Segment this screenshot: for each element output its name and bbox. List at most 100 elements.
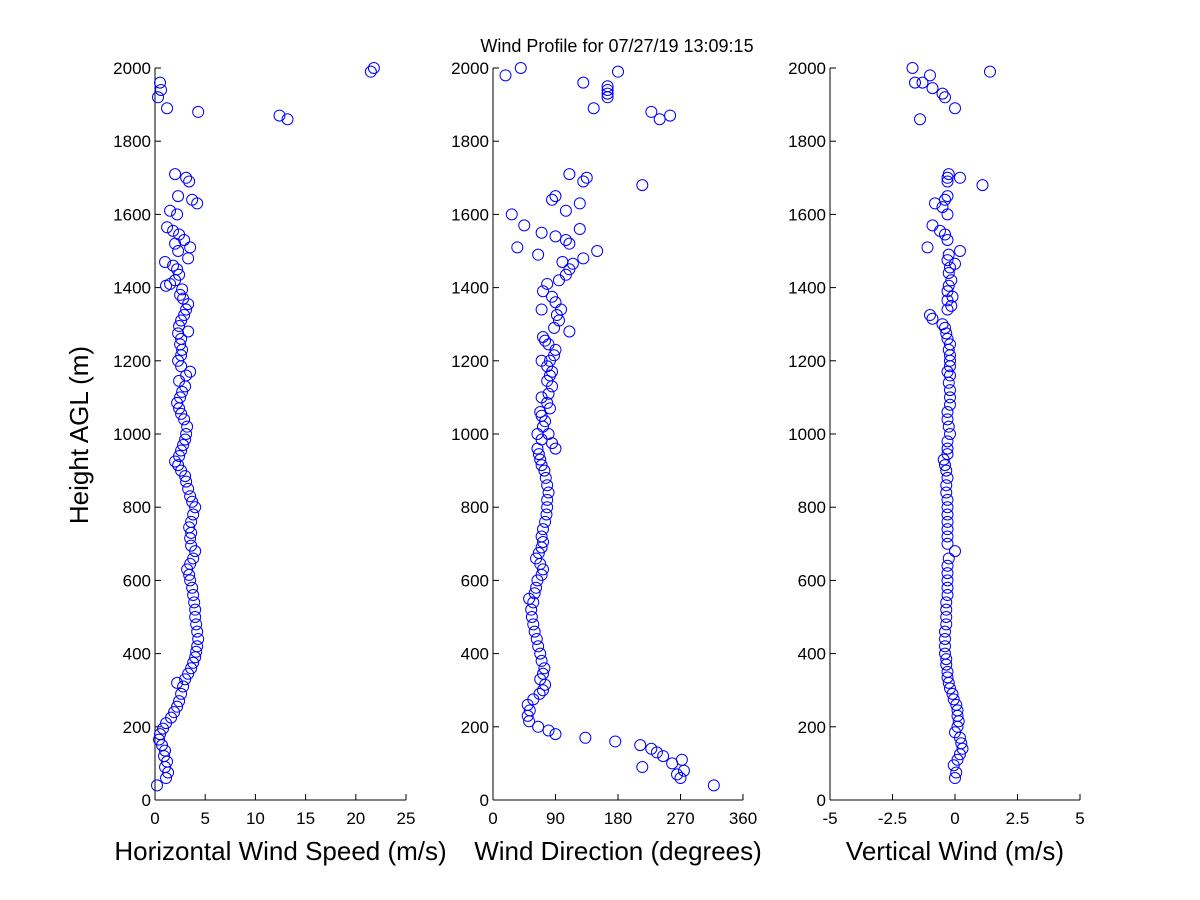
horizontal-wind-speed-data-point bbox=[179, 433, 192, 446]
wind-direction-data-point bbox=[530, 552, 543, 565]
wind-direction-data-point bbox=[634, 739, 647, 752]
vertical-wind-data-point bbox=[941, 501, 954, 514]
vertical-wind-y-tick-label: 400 bbox=[798, 645, 826, 664]
wind-direction-points bbox=[499, 62, 720, 792]
horizontal-wind-speed-y-tick-label: 200 bbox=[123, 718, 151, 737]
vertical-wind-data-point bbox=[940, 596, 953, 609]
horizontal-wind-speed-data-point bbox=[192, 105, 205, 118]
wind-direction-data-point bbox=[537, 667, 549, 680]
wind-direction-data-point bbox=[549, 230, 562, 243]
vertical-wind-panel: 0 200 400 600 800 1000 1200 1400 1600 1800 2000 -5 -… bbox=[788, 59, 1085, 866]
vertical-wind-data-point bbox=[951, 753, 964, 766]
horizontal-wind-speed-data-point bbox=[281, 113, 294, 126]
horizontal-wind-speed-data-point bbox=[174, 391, 187, 404]
horizontal-wind-speed-y-tick-label: 1800 bbox=[113, 132, 151, 151]
horizontal-wind-speed-data-point bbox=[182, 667, 195, 680]
wind-direction-data-point bbox=[527, 618, 540, 631]
wind-direction-x-tick-label: 90 bbox=[546, 809, 565, 828]
vertical-wind-data-point bbox=[941, 671, 954, 684]
vertical-wind-data-point bbox=[941, 665, 954, 678]
vertical-wind-data-point bbox=[941, 559, 954, 572]
horizontal-wind-speed-data-point bbox=[180, 428, 193, 440]
wind-direction-data-point bbox=[535, 391, 548, 404]
horizontal-wind-speed-data-point bbox=[159, 255, 172, 268]
vertical-wind-x-tick-label: -5 bbox=[822, 809, 837, 828]
vertical-wind-data-point bbox=[936, 87, 949, 100]
vertical-wind-y-tick-label: 1200 bbox=[788, 352, 826, 371]
vertical-wind-data-point bbox=[940, 464, 953, 477]
vertical-wind-data-point bbox=[950, 698, 963, 711]
horizontal-wind-speed-data-point bbox=[168, 706, 181, 719]
wind-direction-data-point bbox=[541, 277, 554, 290]
horizontal-wind-speed-data-point bbox=[164, 204, 177, 217]
vertical-wind-y-tick-label: 1400 bbox=[788, 279, 826, 298]
vertical-wind-data-point bbox=[941, 515, 954, 528]
wind-direction-x-tick-label: 180 bbox=[604, 809, 632, 828]
wind-direction-y-tick-label: 200 bbox=[461, 718, 489, 737]
vertical-wind-data-point bbox=[944, 428, 956, 440]
horizontal-wind-speed-data-point bbox=[190, 618, 203, 631]
wind-direction-data-point bbox=[543, 402, 556, 415]
horizontal-wind-speed-data-point bbox=[181, 420, 194, 433]
wind-direction-y-tick-label: 1400 bbox=[451, 279, 489, 298]
vertical-wind-data-point bbox=[941, 435, 954, 448]
horizontal-wind-speed-data-point bbox=[177, 438, 190, 451]
vertical-wind-data-point bbox=[944, 391, 956, 404]
vertical-wind-data-point bbox=[941, 190, 954, 203]
horizontal-wind-speed-data-point bbox=[154, 728, 167, 741]
horizontal-wind-speed-data-point bbox=[161, 221, 174, 234]
horizontal-wind-speed-data-point bbox=[169, 168, 182, 181]
wind-direction-data-point bbox=[549, 190, 562, 203]
vertical-wind-y-tick-label: 1600 bbox=[788, 205, 826, 224]
horizontal-wind-speed-x-tick-label: 15 bbox=[296, 809, 315, 828]
vertical-wind-y-tick-label: 800 bbox=[798, 498, 826, 517]
vertical-wind-data-point bbox=[936, 318, 949, 331]
horizontal-wind-speed-data-point bbox=[273, 109, 286, 122]
vertical-wind-data-point bbox=[941, 234, 954, 247]
wind-direction-data-point bbox=[527, 596, 540, 609]
horizontal-wind-speed-data-point bbox=[187, 508, 200, 521]
vertical-wind-data-point bbox=[924, 69, 936, 82]
vertical-wind-data-point bbox=[941, 581, 954, 594]
horizontal-wind-speed-data-point bbox=[180, 369, 193, 382]
wind-direction-data-point bbox=[577, 252, 590, 265]
wind-direction-x-tick-label: 360 bbox=[729, 809, 757, 828]
vertical-wind-x-tick-label: 5 bbox=[1075, 809, 1084, 828]
wind-direction-data-point bbox=[609, 735, 622, 748]
vertical-wind-data-point bbox=[946, 687, 959, 700]
vertical-wind-data-point bbox=[941, 303, 954, 316]
wind-direction-data-point bbox=[532, 248, 545, 261]
horizontal-wind-speed-data-point bbox=[185, 662, 198, 675]
vertical-wind-data-point bbox=[944, 369, 956, 382]
vertical-wind-x-tick-label: -2.5 bbox=[878, 809, 907, 828]
wind-direction-data-point bbox=[532, 448, 545, 461]
wind-direction-data-point bbox=[601, 87, 614, 100]
horizontal-wind-speed-y-tick-label: 1600 bbox=[113, 205, 151, 224]
wind-direction-data-point bbox=[541, 493, 554, 506]
horizontal-wind-speed-data-point bbox=[177, 680, 190, 693]
horizontal-wind-speed-data-point bbox=[172, 190, 185, 203]
wind-direction-data-point bbox=[534, 453, 547, 466]
wind-direction-data-point bbox=[542, 724, 555, 737]
horizontal-wind-speed-data-point bbox=[185, 539, 198, 552]
horizontal-wind-speed-data-point bbox=[180, 475, 193, 488]
vertical-wind-data-point bbox=[941, 442, 954, 455]
horizontal-wind-speed-y-tick-label: 600 bbox=[123, 571, 151, 590]
horizontal-wind-speed-data-point bbox=[179, 673, 192, 686]
horizontal-wind-speed-data-point bbox=[175, 444, 188, 457]
wind-direction-data-point bbox=[514, 62, 527, 74]
vertical-wind-data-point bbox=[926, 219, 939, 232]
horizontal-wind-speed-data-point bbox=[183, 175, 196, 188]
wind-direction-y-tick-label: 1800 bbox=[451, 132, 489, 151]
vertical-wind-y-tick-label: 1800 bbox=[788, 132, 826, 151]
horizontal-wind-speed-data-point bbox=[174, 288, 187, 301]
horizontal-wind-speed-data-point bbox=[185, 515, 198, 528]
vertical-wind-data-point bbox=[944, 338, 956, 351]
wind-direction-data-point bbox=[505, 208, 518, 221]
wind-direction-data-point bbox=[601, 83, 614, 96]
vertical-wind-data-point bbox=[941, 175, 954, 188]
wind-direction-y-tick-label: 400 bbox=[461, 645, 489, 664]
vertical-wind-data-point bbox=[944, 398, 956, 411]
